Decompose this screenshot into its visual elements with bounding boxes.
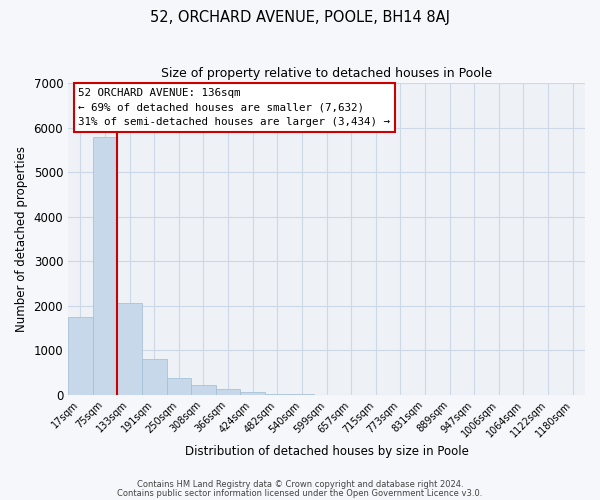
Bar bbox=[142, 359, 167, 395]
Title: Size of property relative to detached houses in Poole: Size of property relative to detached ho… bbox=[161, 68, 492, 80]
Bar bbox=[265, 394, 290, 395]
X-axis label: Distribution of detached houses by size in Poole: Distribution of detached houses by size … bbox=[185, 444, 469, 458]
Text: 52, ORCHARD AVENUE, POOLE, BH14 8AJ: 52, ORCHARD AVENUE, POOLE, BH14 8AJ bbox=[150, 10, 450, 25]
Y-axis label: Number of detached properties: Number of detached properties bbox=[15, 146, 28, 332]
Bar bbox=[241, 392, 265, 395]
Bar bbox=[117, 303, 142, 395]
Text: Contains HM Land Registry data © Crown copyright and database right 2024.: Contains HM Land Registry data © Crown c… bbox=[137, 480, 463, 489]
Bar bbox=[92, 138, 117, 395]
Bar bbox=[167, 378, 191, 395]
Bar bbox=[216, 390, 241, 395]
Text: Contains public sector information licensed under the Open Government Licence v3: Contains public sector information licen… bbox=[118, 488, 482, 498]
Bar bbox=[191, 384, 216, 395]
Text: 52 ORCHARD AVENUE: 136sqm
← 69% of detached houses are smaller (7,632)
31% of se: 52 ORCHARD AVENUE: 136sqm ← 69% of detac… bbox=[79, 88, 391, 128]
Bar bbox=[68, 317, 92, 395]
